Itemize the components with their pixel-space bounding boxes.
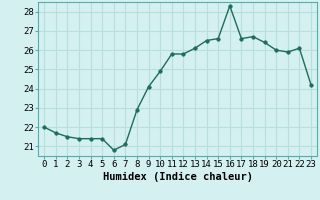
X-axis label: Humidex (Indice chaleur): Humidex (Indice chaleur) xyxy=(103,172,252,182)
